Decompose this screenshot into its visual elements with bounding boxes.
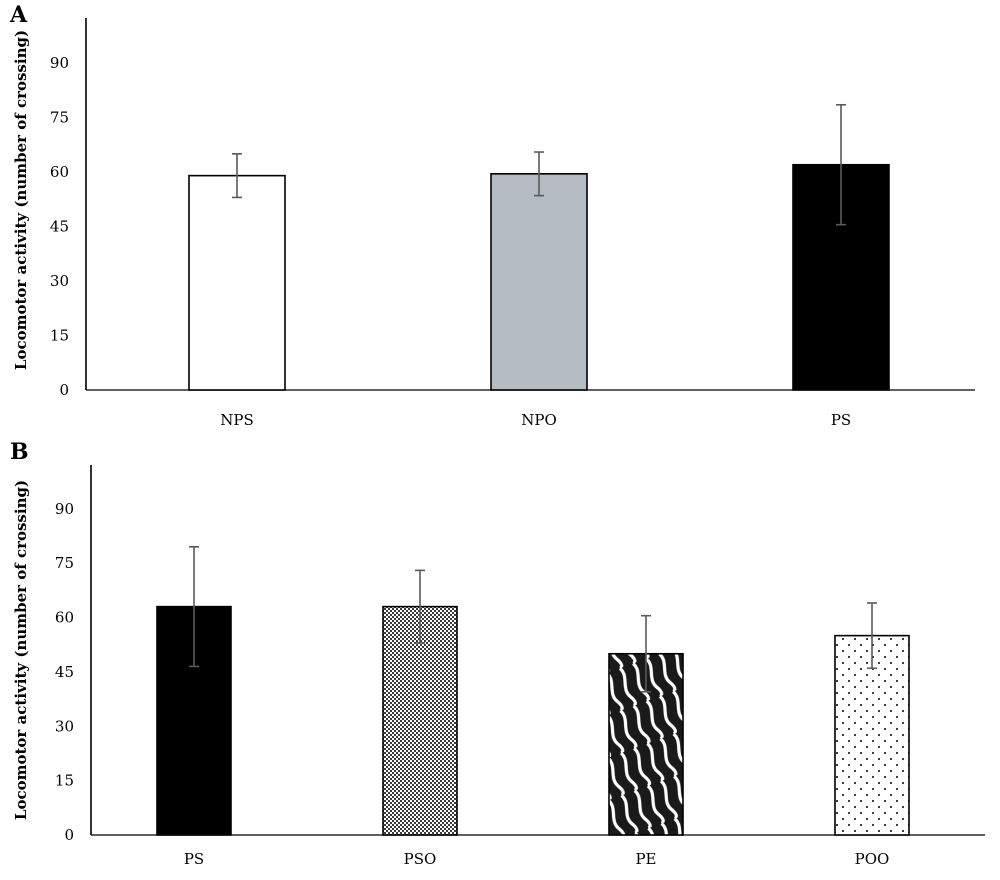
panel-b-error-bar-poo [867, 602, 877, 670]
panel-a-y-tick-label: 0 [59, 381, 69, 399]
panel-a-letter: A [9, 2, 28, 28]
panel-b-letter: B [10, 439, 29, 465]
panel-a-error-bar-nps [232, 153, 242, 199]
panel-a-x-tick-label-npo: NPO [521, 411, 557, 429]
panel-a-y-tick-label: 60 [50, 163, 69, 181]
panel-b-bar-ps [156, 605, 232, 836]
panel-b-bar-pso [382, 605, 458, 836]
panel-b-x-tick-label-pso: PSO [404, 850, 437, 868]
panel-a-error-bar-ps [836, 103, 846, 226]
panel-b-y-axis-label: Locomotor activity (number of crossing) [12, 480, 30, 820]
panel-a-bar-nps [188, 174, 286, 391]
panel-b-y-tick-label: 60 [55, 609, 74, 627]
panel-b-x-tick-label-pe: PE [635, 850, 656, 868]
panel-b-error-bar-pe [641, 614, 651, 693]
panel-a-y-tick-label: 90 [50, 54, 69, 72]
panel-b-y-tick-label: 30 [55, 717, 74, 735]
panel-a-error-bar-npo [534, 151, 544, 197]
panel-a-y-tick-label: 75 [50, 109, 69, 127]
panel-a-x-tick-label-ps: PS [831, 411, 851, 429]
panel-b-plot-area: 0 15 30 45 60 75 90 PS PSO PE POO [55, 465, 985, 868]
panel-a-y-tick-label: 30 [50, 272, 69, 290]
panel-b-error-bar-pso [415, 569, 425, 644]
panel-b-x-tick-label-poo: POO [855, 850, 890, 868]
panel-a-bar-npo [490, 173, 588, 391]
panel-a-plot-area: 0 15 30 45 60 75 90 NPS NPO PS [50, 18, 975, 429]
panel-b-y-tick-label: 75 [55, 554, 74, 572]
panel-b: B Locomotor activity (number of crossing… [10, 439, 985, 868]
panel-a: A Locomotor activity (number of crossing… [9, 2, 975, 429]
panel-b-y-tick-label: 0 [64, 826, 74, 844]
panel-b-y-tick-label: 90 [55, 500, 74, 518]
panel-a-x-tick-label-nps: NPS [220, 411, 254, 429]
panel-b-x-tick-label-ps: PS [184, 850, 204, 868]
panel-a-y-axis-label: Locomotor activity (number of crossing) [12, 30, 30, 370]
panel-b-error-bar-ps [189, 546, 199, 668]
panel-b-y-tick-label: 15 [55, 772, 74, 790]
panel-b-y-tick-label: 45 [55, 663, 74, 681]
panel-a-y-tick-label: 45 [50, 218, 69, 236]
panel-a-y-tick-label: 15 [50, 327, 69, 345]
